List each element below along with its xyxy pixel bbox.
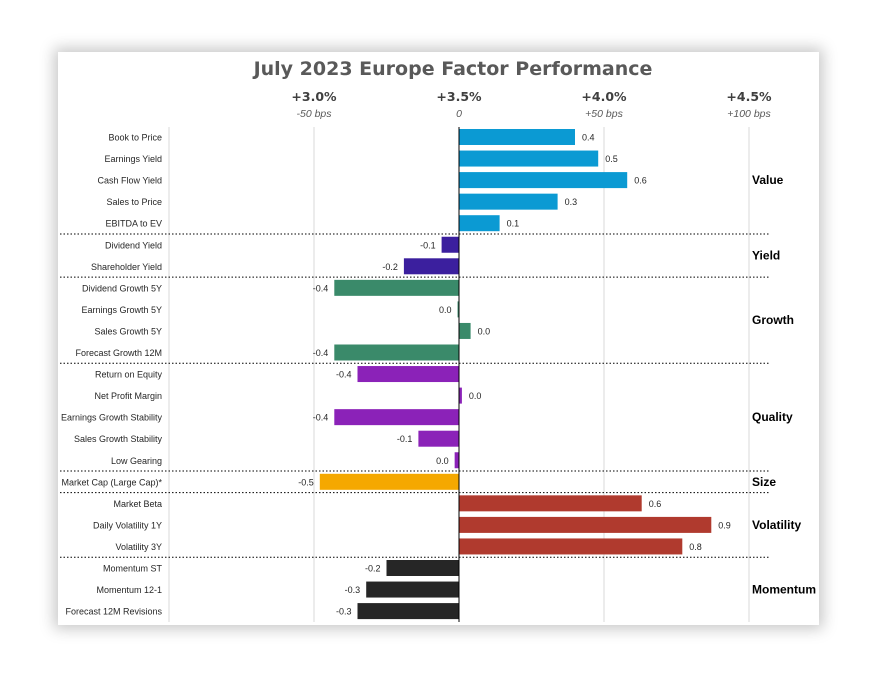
data-label: 0.0 xyxy=(478,326,491,336)
bar xyxy=(334,344,459,361)
group-label: Yield xyxy=(752,249,780,263)
factor-label: Return on Equity xyxy=(95,370,163,380)
bar xyxy=(459,150,599,167)
bar xyxy=(441,236,459,253)
bar xyxy=(457,301,460,318)
data-label: 0.6 xyxy=(649,499,662,509)
data-label: -0.4 xyxy=(336,370,352,380)
factor-label: Forecast Growth 12M xyxy=(75,348,162,358)
bar xyxy=(459,129,575,145)
bar xyxy=(386,560,459,576)
factor-label: Low Gearing xyxy=(111,456,162,466)
group-label: Momentum xyxy=(752,583,816,597)
data-label: 0.0 xyxy=(469,391,482,401)
bar xyxy=(319,473,459,490)
data-label: -0.1 xyxy=(420,240,436,250)
data-label: -0.1 xyxy=(397,434,413,444)
bar xyxy=(459,322,471,339)
factor-label: Earnings Growth 5Y xyxy=(81,305,162,315)
group-label: Volatility xyxy=(752,518,801,532)
factor-label: Earnings Growth Stability xyxy=(61,413,163,423)
data-label: 0.1 xyxy=(507,219,520,229)
data-label: -0.3 xyxy=(336,607,352,617)
bar xyxy=(418,430,459,447)
data-label: 0.9 xyxy=(718,520,731,530)
data-label: -0.4 xyxy=(313,283,329,293)
data-label: -0.4 xyxy=(313,348,329,358)
data-label: -0.2 xyxy=(382,262,398,272)
factor-label: Dividend Yield xyxy=(105,240,162,250)
bar xyxy=(403,258,459,275)
axis-tick-sublabel: +50 bps xyxy=(585,108,623,120)
bar xyxy=(357,366,459,383)
chart-title: July 2023 Europe Factor Performance xyxy=(252,58,653,80)
factor-label: Sales Growth 5Y xyxy=(94,326,162,336)
bar xyxy=(334,279,459,296)
factor-label: Forecast 12M Revisions xyxy=(65,607,162,617)
data-label: -0.2 xyxy=(365,564,381,574)
data-label: 0.6 xyxy=(634,176,647,186)
group-label: Size xyxy=(752,475,776,489)
axis-tick-sublabel: -50 bps xyxy=(296,108,332,120)
data-label: 0.3 xyxy=(565,197,578,207)
bar xyxy=(459,516,712,533)
factor-label: Volatility 3Y xyxy=(115,542,162,552)
data-label: 0.8 xyxy=(689,542,702,552)
data-label: -0.4 xyxy=(313,413,329,423)
data-label: 0.5 xyxy=(605,154,618,164)
factor-label: Book to Price xyxy=(108,133,162,143)
factor-performance-chart: July 2023 Europe Factor Performance Book… xyxy=(60,58,816,622)
axis-tick-label: +3.5% xyxy=(436,89,482,104)
factor-label: Shareholder Yield xyxy=(91,262,162,272)
axis-tick-label: +4.0% xyxy=(581,89,627,104)
factor-label: Market Beta xyxy=(113,499,162,509)
factor-label: Market Cap (Large Cap)* xyxy=(61,477,162,487)
factor-label: Earnings Yield xyxy=(104,154,162,164)
bar xyxy=(366,581,459,598)
factor-label: Sales to Price xyxy=(106,197,162,207)
axis-tick-label: +3.0% xyxy=(291,89,337,104)
bar xyxy=(459,215,500,232)
chart-card: July 2023 Europe Factor Performance Book… xyxy=(58,52,819,625)
data-label: 0.0 xyxy=(439,305,452,315)
bar xyxy=(454,452,459,469)
bar xyxy=(459,387,462,404)
factor-label: Dividend Growth 5Y xyxy=(82,283,162,293)
factor-label: Sales Growth Stability xyxy=(74,434,163,444)
bar xyxy=(334,409,459,426)
bar xyxy=(459,193,558,210)
factor-label: EBITDA to EV xyxy=(105,219,162,229)
group-label: Quality xyxy=(752,410,793,424)
factor-label: Momentum ST xyxy=(103,564,163,574)
bar xyxy=(357,603,459,620)
factor-label: Cash Flow Yield xyxy=(97,176,162,186)
bar xyxy=(459,538,683,555)
factor-label: Net Profit Margin xyxy=(94,391,162,401)
axis-tick-sublabel: 0 xyxy=(456,108,462,120)
factor-label: Momentum 12-1 xyxy=(96,585,162,595)
data-label: 0.4 xyxy=(582,133,595,143)
axis-tick-label: +4.5% xyxy=(726,89,772,104)
bar xyxy=(459,495,642,512)
group-label: Value xyxy=(752,173,784,187)
data-label: -0.3 xyxy=(345,585,361,595)
factor-label: Daily Volatility 1Y xyxy=(93,520,162,530)
bar xyxy=(459,172,628,189)
data-label: 0.0 xyxy=(436,456,449,466)
axis-tick-sublabel: +100 bps xyxy=(727,108,771,120)
data-label: -0.5 xyxy=(298,477,314,487)
group-label: Growth xyxy=(752,313,794,327)
